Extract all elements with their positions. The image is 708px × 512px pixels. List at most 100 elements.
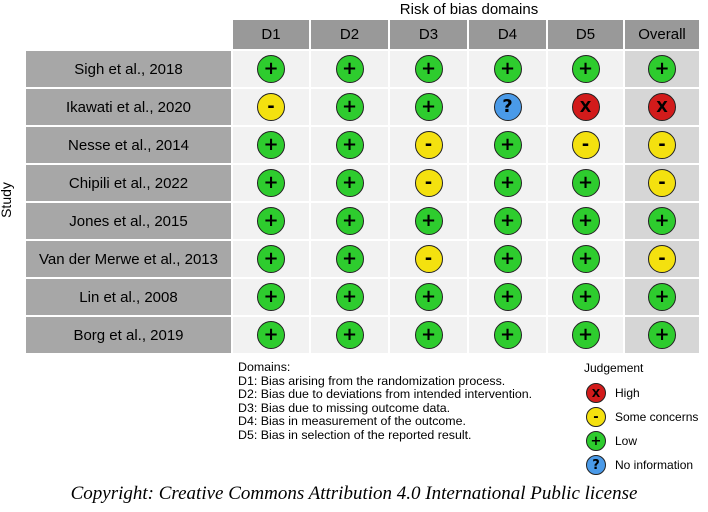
domain-cell: +	[232, 164, 310, 202]
low-risk-icon: +	[414, 55, 443, 83]
domain-cell: +	[389, 316, 468, 354]
study-label: Van der Merwe et al., 2013	[25, 240, 232, 278]
some-concerns-icon: -	[414, 169, 443, 197]
overall-cell: -	[624, 164, 700, 202]
low-risk-icon: +	[493, 207, 522, 235]
low-risk-icon: +	[414, 207, 443, 235]
domain-cell: +	[468, 50, 547, 88]
some-concerns-icon: -	[648, 131, 676, 159]
low-risk-icon: +	[257, 169, 285, 197]
some-concerns-icon: -	[648, 169, 676, 197]
domain-cell: +	[468, 278, 547, 316]
some-concerns-icon: -	[414, 245, 443, 273]
study-label: Sigh et al., 2018	[25, 50, 232, 88]
domain-cell: +	[468, 316, 547, 354]
study-label: Ikawati et al., 2020	[25, 88, 232, 126]
domain-cell: +	[310, 164, 389, 202]
domain-cell: +	[389, 88, 468, 126]
overall-cell: +	[624, 50, 700, 88]
domain-cell: +	[547, 316, 624, 354]
low-risk-icon: +	[335, 207, 364, 235]
domain-cell: +	[310, 240, 389, 278]
domain-description-d1: D1: Bias arising from the randomization …	[238, 373, 506, 388]
low-risk-icon: +	[335, 321, 364, 349]
domain-cell: +	[468, 240, 547, 278]
overall-cell: +	[624, 278, 700, 316]
domain-header-d2: D2	[310, 19, 389, 50]
low-risk-icon: +	[571, 283, 600, 311]
low-risk-icon: +	[648, 55, 676, 83]
low-risk-icon: +	[648, 283, 676, 311]
domain-cell: +	[232, 316, 310, 354]
domain-cell: +	[547, 240, 624, 278]
domain-cell: -	[232, 88, 310, 126]
study-label: Nesse et al., 2014	[25, 126, 232, 164]
domain-cell: -	[389, 126, 468, 164]
domain-cell: ?	[468, 88, 547, 126]
low-risk-icon: +	[493, 169, 522, 197]
low-risk-icon: +	[493, 283, 522, 311]
domain-description-d4: D4: Bias in measurement of the outcome.	[238, 414, 466, 428]
domain-cell: +	[547, 164, 624, 202]
judgement-label-low: Low	[615, 434, 638, 448]
some-concerns-icon: -	[648, 245, 676, 273]
study-label: Chipili et al., 2022	[25, 164, 232, 202]
overall-cell: X	[624, 88, 700, 126]
domain-cell: +	[232, 50, 310, 88]
low-risk-icon: +	[335, 131, 364, 159]
judgement-legend-title: Judgement	[584, 361, 644, 375]
low-risk-icon: +	[257, 207, 285, 235]
some-concerns-icon: -	[257, 93, 285, 121]
domain-cell: +	[547, 278, 624, 316]
low-risk-icon: +	[414, 93, 443, 121]
low-risk-icon: +	[571, 169, 600, 197]
domain-header-d5: D5	[547, 19, 624, 50]
domain-cell: +	[310, 202, 389, 240]
domain-cell: -	[389, 240, 468, 278]
low-risk-icon: +	[586, 431, 606, 451]
low-risk-icon: +	[648, 321, 676, 349]
low-risk-icon: +	[493, 55, 522, 83]
domain-header-d1: D1	[232, 19, 310, 50]
low-risk-icon: +	[493, 321, 522, 349]
judgement-legend-item-low: + Low	[584, 429, 698, 453]
domain-description-d3: D3: Bias due to missing outcome data.	[238, 400, 451, 415]
domain-cell: +	[468, 164, 547, 202]
domain-description-d2: D2: Bias due to deviations from intended…	[238, 387, 533, 401]
domain-cell: +	[389, 278, 468, 316]
low-risk-icon: +	[257, 321, 285, 349]
low-risk-icon: +	[571, 321, 600, 349]
domain-header-overall: Overall	[624, 19, 700, 50]
domain-cell: +	[232, 126, 310, 164]
domain-header-d4: D4	[468, 19, 547, 50]
no-information-icon: ?	[586, 455, 606, 475]
low-risk-icon: +	[335, 245, 364, 273]
low-risk-icon: +	[414, 283, 443, 311]
study-label: Borg et al., 2019	[25, 316, 232, 354]
chart-title: Risk of bias domains	[399, 1, 539, 18]
domain-cell: +	[310, 50, 389, 88]
domain-cell: +	[310, 126, 389, 164]
overall-cell: +	[624, 316, 700, 354]
low-risk-icon: +	[257, 131, 285, 159]
domain-cell: +	[310, 278, 389, 316]
domain-cell: -	[547, 126, 624, 164]
low-risk-icon: +	[414, 321, 443, 349]
judgement-legend-item-high: X High	[584, 381, 698, 405]
overall-cell: +	[624, 202, 700, 240]
low-risk-icon: +	[571, 55, 600, 83]
judgement-label-some: Some concerns	[615, 410, 699, 424]
no-information-icon: ?	[493, 93, 522, 121]
low-risk-icon: +	[257, 55, 285, 83]
domain-cell: +	[468, 126, 547, 164]
domains-heading: Domains:	[238, 360, 291, 374]
some-concerns-icon: -	[586, 407, 606, 427]
low-risk-icon: +	[571, 245, 600, 273]
judgement-legend-item-some: - Some concerns	[584, 405, 698, 429]
domain-cell: +	[389, 50, 468, 88]
study-label: Jones et al., 2015	[25, 202, 232, 240]
low-risk-icon: +	[257, 283, 285, 311]
low-risk-icon: +	[493, 245, 522, 273]
some-concerns-icon: -	[414, 131, 443, 159]
domain-cell: +	[310, 88, 389, 126]
